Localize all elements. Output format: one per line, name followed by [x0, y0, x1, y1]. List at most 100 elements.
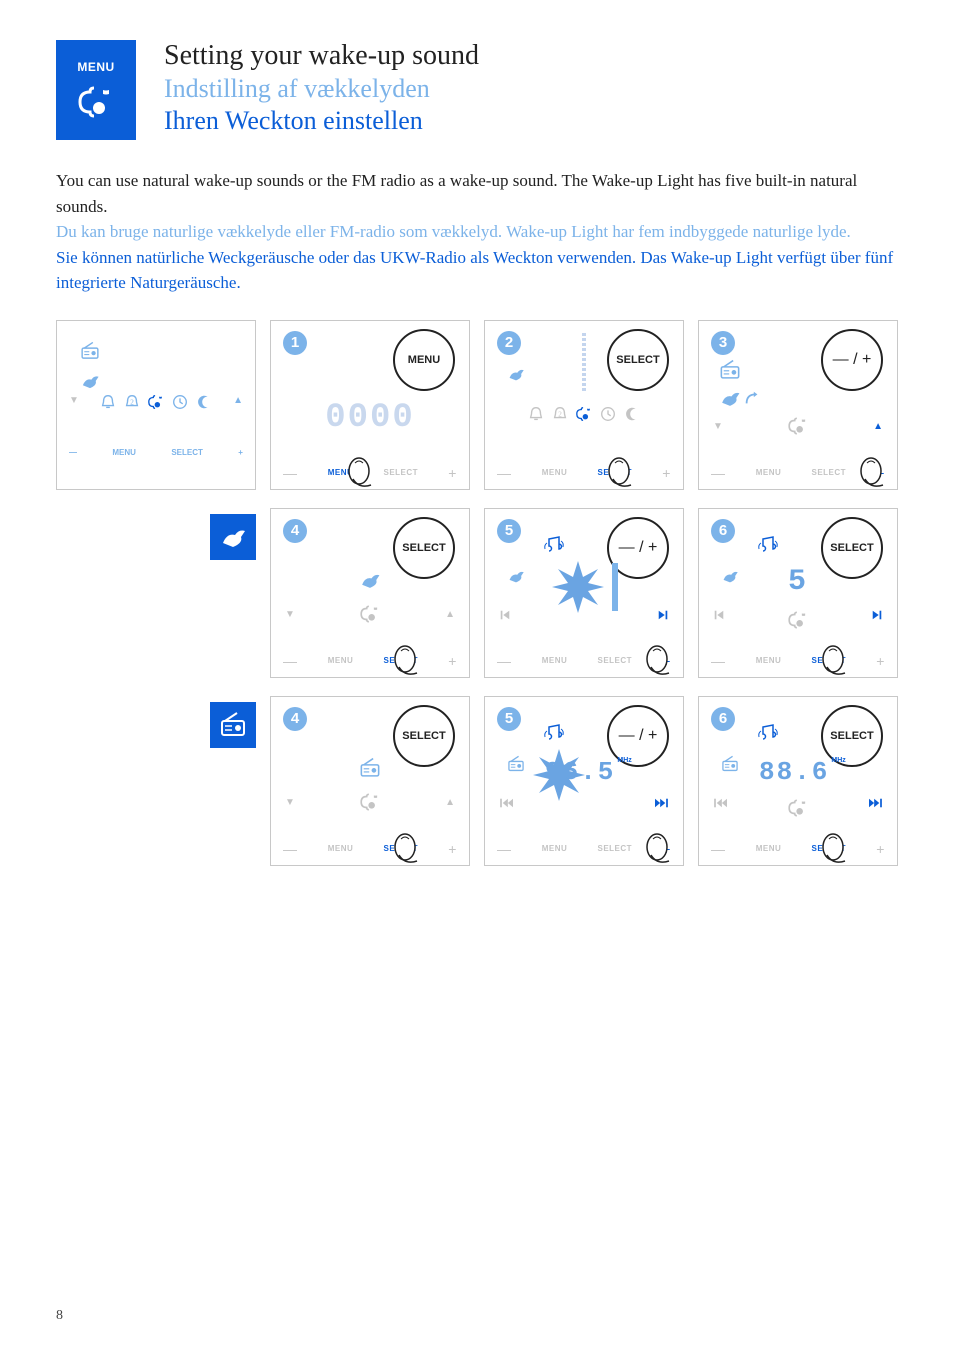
bottom-row: — MENU SELECT +: [283, 841, 457, 857]
mhz-label: MHz: [617, 757, 631, 764]
volume-indicator: [550, 559, 618, 615]
menu-label: MENU: [542, 844, 568, 853]
step-6-radio: 6 SELECT 88.6 MHz — MENU SELECT +: [698, 696, 898, 866]
overview-mode-icons: [79, 341, 101, 391]
nav-down-icon: ▼: [69, 395, 79, 406]
bird-icon: [507, 365, 525, 383]
bottom-row: — MENU SELECT +: [283, 653, 457, 669]
starburst-icon: [550, 559, 606, 615]
overview-cell: ▼ ▲ — MENU SELECT +: [56, 320, 256, 490]
radio-mode-icon-box: [210, 702, 256, 748]
menu-badge: MENU: [56, 40, 136, 140]
sound-icon: [787, 415, 809, 437]
intro-text: You can use natural wake-up sounds or th…: [56, 168, 898, 296]
title-da: Indstilling af vækkelyden: [164, 74, 479, 104]
step-number: 6: [711, 707, 735, 731]
minus-label: —: [711, 465, 726, 481]
radio-icon: [721, 755, 739, 773]
step-number: 4: [283, 519, 307, 543]
curve-arrow-icon: [743, 389, 761, 407]
overview-menu-icons: [85, 393, 227, 411]
step-number: 3: [711, 331, 735, 355]
intro-de: Sie können natürliche Weckgeräusche oder…: [56, 248, 893, 293]
overview-bottom-row: — MENU SELECT +: [69, 448, 243, 457]
bird-icon: [721, 567, 739, 585]
nav-up-icon: ▲: [873, 421, 883, 432]
select-button: SELECT: [393, 705, 455, 767]
menu-label: MENU: [328, 656, 354, 665]
moon-icon: [195, 393, 213, 411]
display-freq1: 96.5: [545, 757, 615, 787]
select-label: SELECT: [384, 468, 419, 477]
menu-label: MENU: [112, 448, 136, 457]
menu-label: MENU: [328, 844, 354, 853]
menu-label: MENU: [756, 656, 782, 665]
nav-down-icon: ▼: [285, 609, 295, 620]
bird-icon: [719, 387, 741, 409]
nav-down-icon: ▼: [713, 421, 723, 432]
clock-icon: [171, 393, 189, 411]
fast-forward-icon: [653, 797, 669, 809]
menu-label: MENU: [756, 844, 782, 853]
bell2-icon: [123, 393, 141, 411]
minus-label: —: [497, 653, 512, 669]
minus-label: —: [283, 841, 298, 857]
finger-icon: [601, 455, 637, 491]
minus-label: —: [497, 465, 512, 481]
minus-label: —: [69, 448, 77, 457]
step-number: 5: [497, 519, 521, 543]
bird-icon: [79, 371, 101, 391]
sound-icon: [359, 603, 381, 625]
minus-label: —: [283, 465, 298, 481]
minus-label: —: [283, 653, 298, 669]
menu-button: MENU: [393, 329, 455, 391]
freq-display: 88.6 MHz: [759, 757, 846, 787]
step-number: 5: [497, 707, 521, 731]
plus-label: +: [448, 653, 457, 669]
step-4-bird: 4 SELECT ▼ ▲ — MENU SELECT +: [270, 508, 470, 678]
menu-label: MENU: [756, 468, 782, 477]
step-2: 2 SELECT — MENU SELECT +: [484, 320, 684, 490]
bell-icon: [99, 393, 117, 411]
select-button: SELECT: [393, 517, 455, 579]
finger-icon: [639, 643, 675, 679]
finger-icon: [387, 831, 423, 867]
bird-icon: [507, 567, 525, 585]
select-button: SELECT: [607, 329, 669, 391]
step-5-bird: 5 — / + — MENU SELECT +: [484, 508, 684, 678]
nav-down-icon: ▼: [285, 797, 295, 808]
minus-label: —: [497, 841, 512, 857]
display-zeros: 0000: [325, 399, 415, 437]
sound-icon: [787, 609, 809, 631]
menu-badge-label: MENU: [77, 60, 114, 74]
bell2-icon: [551, 405, 569, 423]
step-4-radio: 4 SELECT ▼ ▲ — MENU SELECT +: [270, 696, 470, 866]
indicator-bar: [582, 333, 586, 391]
steps-grid: ▼ ▲ — MENU SELECT + 1 MENU 0000 —: [56, 320, 898, 866]
intro-en: You can use natural wake-up sounds or th…: [56, 171, 857, 216]
plus-label: +: [448, 465, 457, 481]
titles: Setting your wake-up sound Indstilling a…: [164, 40, 479, 136]
fast-rewind-icon: [713, 797, 729, 809]
page-header: MENU Setting your wake-up sound Indstill…: [56, 40, 898, 140]
plusminus-button: — / +: [821, 329, 883, 391]
bird-mode-icon-box: [210, 514, 256, 560]
plus-label: +: [662, 465, 671, 481]
menu-icons-row: [507, 405, 661, 423]
panel-body: 0000: [271, 399, 469, 437]
mhz-label: MHz: [831, 757, 845, 764]
step-number: 4: [283, 707, 307, 731]
finger-icon: [639, 831, 675, 867]
row2-left: [56, 508, 256, 560]
step-number: 2: [497, 331, 521, 355]
intro-da: Du kan bruge naturlige vækkelyde eller F…: [56, 222, 851, 241]
bird-icon: [219, 523, 247, 551]
finger-icon: [341, 455, 377, 491]
menu-label: MENU: [542, 656, 568, 665]
skip-prev-icon: [499, 609, 511, 621]
select-label: SELECT: [171, 448, 203, 457]
bottom-row: — MENU SELECT +: [711, 653, 885, 669]
step-number: 6: [711, 519, 735, 543]
page-number: 8: [56, 1308, 63, 1324]
skip-next-icon: [657, 609, 669, 621]
